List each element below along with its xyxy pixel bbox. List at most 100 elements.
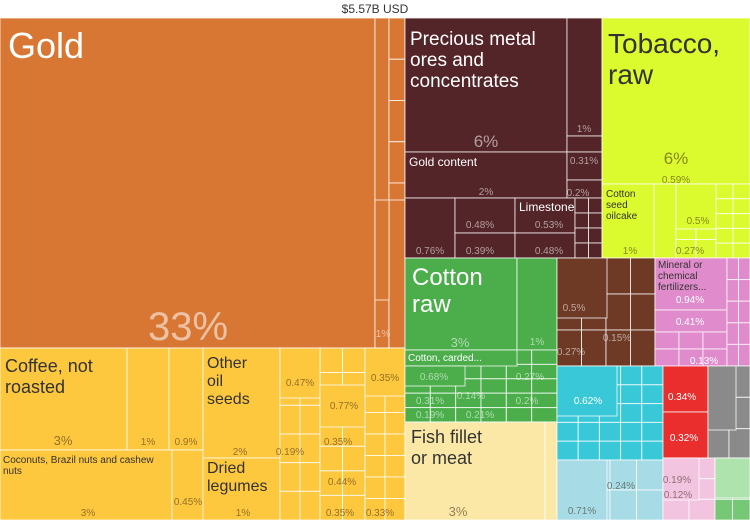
treemap-share: 0.21%	[466, 410, 494, 421]
treemap-tile	[688, 498, 716, 520]
treemap-share: 0.35%	[326, 508, 354, 519]
treemap-tile-coffee	[0, 347, 128, 451]
treemap-tile	[641, 403, 664, 423]
treemap-tile	[598, 421, 622, 442]
treemap-label-legumes: legumes	[207, 478, 267, 495]
treemap-share: 0.5%	[563, 303, 586, 314]
treemap-tile	[653, 183, 677, 259]
treemap-tile	[566, 135, 603, 153]
treemap-share-cotton: 3%	[451, 335, 470, 350]
treemap-label-cotton: Cotton	[412, 264, 483, 291]
treemap-tile	[556, 440, 579, 461]
treemap-share: 0.15%	[603, 333, 631, 344]
treemap-tile	[726, 300, 739, 324]
treemap-tile	[732, 227, 750, 244]
treemap-share: 0.71%	[568, 506, 596, 517]
treemap-tile	[726, 257, 739, 281]
treemap-tile	[319, 347, 343, 374]
treemap-tile-gold	[0, 18, 376, 349]
treemap-label-fertilizers: chemical	[658, 271, 697, 282]
treemap-label-coconuts: Coconuts, Brazil nuts and cashew	[3, 455, 154, 466]
treemap-share: 1%	[376, 329, 391, 340]
treemap-label-cotton: raw	[412, 291, 451, 318]
treemap-label-ores: Precious metal	[410, 29, 536, 50]
treemap-label-oilseeds: seeds	[207, 391, 250, 408]
treemap-tile	[388, 100, 406, 143]
treemap-tile	[342, 347, 366, 374]
treemap-tile	[678, 331, 704, 350]
treemap-share: 0.31%	[570, 156, 598, 167]
treemap-tile	[715, 213, 734, 229]
treemap-tile	[574, 197, 589, 214]
treemap-tile	[588, 212, 603, 229]
treemap-tile	[630, 293, 656, 331]
treemap-tile	[299, 462, 321, 492]
treemap-tile	[738, 322, 750, 345]
treemap-tile-fish	[404, 421, 546, 520]
treemap-tile	[588, 242, 603, 259]
treemap-tile	[454, 232, 516, 259]
treemap-share: 1%	[577, 124, 592, 135]
treemap-tile-cotton	[404, 257, 518, 351]
treemap-tile	[605, 257, 631, 295]
treemap-share: 0.41%	[676, 317, 704, 328]
treemap-share: 0.24%	[607, 481, 635, 492]
treemap-share-gold: 33%	[148, 305, 228, 349]
treemap-label-coffee: roasted	[5, 377, 65, 397]
treemap-share: 0.33%	[366, 508, 394, 519]
treemap-tile	[732, 198, 750, 215]
treemap-label-limestone: Limestone	[519, 200, 575, 214]
treemap-tile	[168, 347, 204, 451]
treemap-tile-goldcontent	[404, 151, 568, 199]
treemap-tile	[388, 141, 406, 184]
treemap-tile	[726, 279, 739, 302]
total-value-title: $5.57B USD	[341, 2, 409, 16]
treemap-tile	[384, 455, 406, 478]
treemap-tile	[654, 348, 680, 367]
treemap-tile	[641, 421, 664, 442]
treemap-tile	[630, 329, 656, 367]
treemap-tile	[675, 183, 717, 230]
treemap-tile	[715, 183, 734, 200]
treemap-tile	[714, 457, 750, 499]
treemap-tile	[279, 462, 301, 492]
treemap-label-ores: ores and	[410, 50, 484, 71]
treemap-tile	[384, 412, 406, 435]
treemap-tile	[738, 343, 750, 367]
treemap-tile	[544, 421, 558, 520]
treemap-tile	[738, 300, 750, 324]
treemap-tile	[388, 18, 406, 60]
treemap-share: 0.45%	[174, 497, 202, 508]
treemap-share: 0.32%	[670, 433, 698, 444]
treemap-share-goldcontent: 2%	[479, 187, 494, 198]
treemap-tile	[299, 404, 321, 435]
treemap-label-carded: Cotton, carded...	[408, 353, 482, 364]
treemap-tile	[715, 242, 734, 259]
treemap-share: 0.2%	[567, 188, 590, 199]
treemap-tile	[171, 449, 205, 520]
treemap-tile	[574, 212, 589, 229]
treemap-label-oilcake: seed	[606, 200, 628, 211]
treemap-share: 1%	[530, 337, 545, 348]
treemap-tile	[516, 257, 558, 351]
treemap-tile	[707, 365, 737, 431]
treemap-label-ores: concentrates	[410, 71, 519, 92]
treemap-share: 0.34%	[668, 392, 696, 403]
treemap-tile	[714, 498, 733, 520]
treemap-share: 0.77%	[330, 401, 358, 412]
treemap-tile	[364, 433, 386, 456]
treemap-share: 0.19%	[663, 475, 691, 486]
treemap-share: 0.44%	[328, 477, 356, 488]
treemap-share-limestone: 0.53%	[535, 220, 563, 231]
treemap-label-oilseeds: Other	[207, 355, 248, 372]
treemap-label-fish: or meat	[411, 448, 472, 468]
treemap-share: 0.13%	[690, 356, 718, 367]
treemap-share-coconuts: 3%	[81, 508, 96, 519]
treemap-tile	[279, 347, 321, 399]
treemap-tile	[505, 407, 533, 423]
treemap-tile	[620, 421, 643, 442]
treemap-tile	[566, 151, 603, 181]
treemap-label-fish: Fish fillet	[411, 427, 482, 447]
treemap-tile	[598, 440, 622, 461]
